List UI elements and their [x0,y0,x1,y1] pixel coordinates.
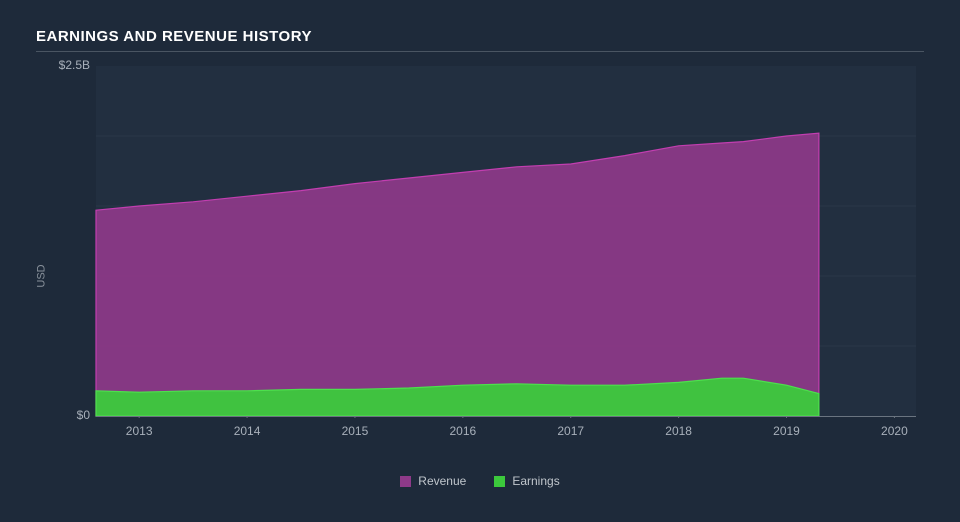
x-tick-label: 2020 [881,424,908,438]
chart-legend: Revenue Earnings [36,474,924,488]
chart-title: EARNINGS AND REVENUE HISTORY [36,28,924,45]
x-tick-label: 2019 [773,424,800,438]
x-tick-label: 2017 [557,424,584,438]
x-tick-label: 2018 [665,424,692,438]
x-tick-label: 2015 [342,424,369,438]
x-tick-label: 2013 [126,424,153,438]
legend-item: Earnings [494,474,559,488]
y-tick-label: $2.5B [42,58,90,72]
legend-item: Revenue [400,474,466,488]
legend-swatch [400,476,411,487]
x-tick-label: 2014 [234,424,261,438]
legend-swatch [494,476,505,487]
legend-label: Revenue [418,474,466,488]
title-divider [36,51,924,52]
x-tick-label: 2016 [449,424,476,438]
chart-container: USD RevenueEarnings $0$2.5B2013201420152… [36,66,924,486]
legend-label: Earnings [512,474,559,488]
y-axis-label: USD [36,264,48,287]
y-tick-label: $0 [42,408,90,422]
chart-plot [36,66,924,418]
